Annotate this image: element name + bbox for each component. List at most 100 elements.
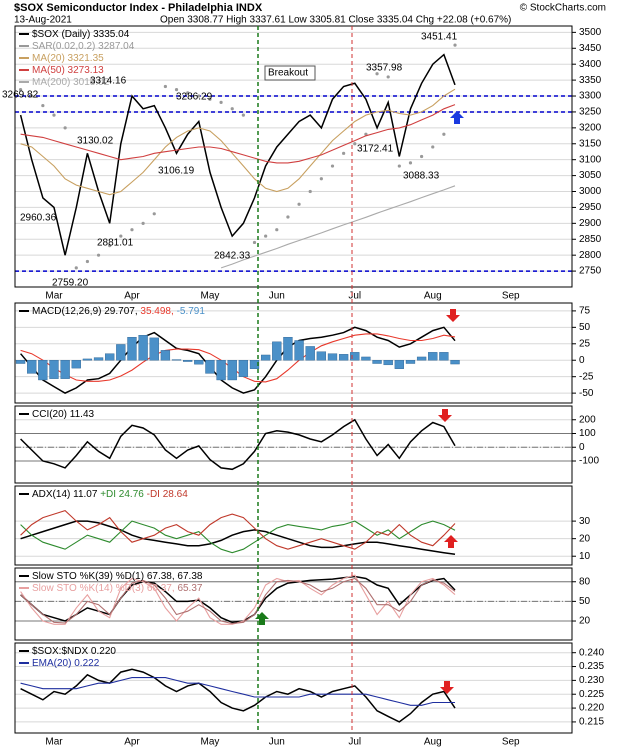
sar-dot bbox=[108, 244, 112, 248]
histogram-bar bbox=[71, 360, 81, 369]
legend-label: CCI(20) 11.43 bbox=[32, 409, 95, 420]
sar-dot bbox=[219, 100, 223, 104]
x-tick-label: Sep bbox=[502, 291, 520, 302]
sar-dot bbox=[453, 43, 457, 47]
sar-dot bbox=[264, 234, 268, 238]
sar-dot bbox=[397, 164, 401, 168]
legend-label: ADX(14) 11.07 bbox=[32, 489, 98, 500]
arrow bbox=[446, 309, 460, 322]
sar-dot bbox=[342, 151, 346, 155]
annotation: 3286.29 bbox=[176, 92, 213, 103]
sar-dot bbox=[420, 154, 424, 159]
legend-label: $SOX (Daily) 3335.04 bbox=[32, 29, 130, 40]
x-tick-label: Mar bbox=[45, 291, 63, 302]
legend-entry: $SOX:$NDX 0.220 bbox=[32, 646, 116, 657]
legend-entry: Slow STO %K(14) %D(3) 60.37, 65.37 bbox=[32, 583, 203, 594]
histogram-bar bbox=[416, 356, 427, 361]
histogram-bar bbox=[294, 340, 304, 361]
sar-dot bbox=[241, 113, 245, 117]
histogram-bar bbox=[249, 360, 260, 369]
legend-label: 35.498, bbox=[140, 306, 173, 317]
histogram-bar bbox=[372, 360, 382, 364]
sar-dot bbox=[197, 94, 201, 98]
histogram-bar bbox=[183, 360, 193, 362]
annotation: 2759.20 bbox=[52, 278, 89, 289]
panel-frame bbox=[14, 567, 573, 641]
legend-label: -5.791 bbox=[177, 306, 206, 317]
legend-label: MACD(12,26,9) 29.707, bbox=[32, 306, 138, 317]
quote: Open 3308.77 High 3337.61 Low 3305.81 Cl… bbox=[160, 15, 511, 26]
histogram-bar bbox=[272, 341, 282, 361]
histogram-bar bbox=[260, 354, 271, 361]
y-tick-label: 3350 bbox=[579, 75, 602, 86]
legend-entry: MACD(12,26,9) 29.707, 35.498, -5.791 bbox=[32, 306, 205, 317]
sar-dot bbox=[63, 126, 67, 130]
x-tick-label: Jun bbox=[269, 737, 285, 748]
histogram-bar bbox=[116, 344, 126, 361]
sar-dot bbox=[330, 164, 335, 168]
sar-dot bbox=[152, 212, 156, 216]
series-line bbox=[20, 520, 456, 554]
annotation: 2881.01 bbox=[97, 238, 134, 249]
series-line bbox=[20, 88, 456, 196]
chart-title: $SOX Semiconductor Index - Philadelphia … bbox=[14, 2, 263, 14]
sar-dot bbox=[286, 215, 290, 219]
histogram-bar bbox=[338, 354, 349, 361]
panel-frame bbox=[14, 642, 573, 734]
arrow bbox=[440, 681, 454, 694]
y-tick-label: 50 bbox=[579, 596, 591, 607]
series-line bbox=[20, 326, 456, 394]
sar-dot bbox=[252, 240, 257, 245]
sar-dot bbox=[18, 88, 23, 92]
y-tick-label: 80 bbox=[579, 576, 591, 587]
panel-frame bbox=[14, 25, 573, 288]
y-tick-label: 30 bbox=[579, 516, 591, 527]
series-line bbox=[20, 677, 455, 706]
arrow bbox=[255, 612, 269, 625]
histogram-bar bbox=[350, 352, 360, 361]
annotation: 3314.16 bbox=[90, 76, 127, 87]
x-tick-label: May bbox=[200, 737, 219, 748]
sar-dot bbox=[319, 177, 323, 181]
annotation-box bbox=[264, 65, 316, 81]
histogram-bar bbox=[405, 360, 416, 364]
sar-dot bbox=[30, 94, 34, 98]
histogram-bar bbox=[428, 352, 438, 361]
annotation: Breakout bbox=[268, 68, 308, 79]
series-line bbox=[20, 520, 456, 556]
legend-entry: MA(20) 3321.35 bbox=[32, 53, 104, 64]
annotation: 2842.33 bbox=[214, 251, 251, 262]
histogram-bar bbox=[361, 356, 371, 361]
y-tick-label: 0 bbox=[579, 355, 585, 366]
annotation: 3269.82 bbox=[2, 90, 39, 101]
series-line bbox=[20, 509, 456, 550]
series-line bbox=[220, 185, 456, 269]
sar-dot bbox=[275, 228, 279, 232]
x-tick-label: Jul bbox=[348, 737, 361, 748]
x-tick-label: Sep bbox=[502, 737, 520, 748]
y-tick-label: 2950 bbox=[579, 202, 602, 213]
y-tick-label: 25 bbox=[579, 338, 591, 349]
series-line bbox=[20, 577, 456, 625]
y-tick-label: 3300 bbox=[579, 91, 602, 102]
sar-dot bbox=[85, 259, 90, 264]
histogram-bar bbox=[127, 337, 137, 361]
arrow bbox=[450, 111, 464, 124]
annotation: 3172.41 bbox=[357, 144, 394, 155]
y-tick-label: 100 bbox=[579, 428, 596, 439]
sar-dot bbox=[375, 72, 379, 76]
histogram-bar bbox=[283, 337, 293, 361]
series-line bbox=[20, 575, 456, 624]
source: © StockCharts.com bbox=[520, 3, 606, 14]
x-tick-label: Aug bbox=[424, 291, 442, 302]
x-tick-label: May bbox=[200, 291, 219, 302]
histogram-bar bbox=[238, 360, 249, 377]
panel-frame bbox=[14, 485, 573, 566]
legend-label: -DI 28.64 bbox=[147, 489, 189, 500]
sar-dot bbox=[52, 113, 56, 117]
y-tick-label: 0.220 bbox=[579, 703, 604, 714]
legend-entry: SAR(0.02,0.2) 3287.04 bbox=[32, 41, 135, 52]
date: 13-Aug-2021 bbox=[14, 15, 72, 26]
legend-entry: CCI(20) 11.43 bbox=[32, 409, 95, 420]
histogram-bar bbox=[194, 360, 204, 365]
